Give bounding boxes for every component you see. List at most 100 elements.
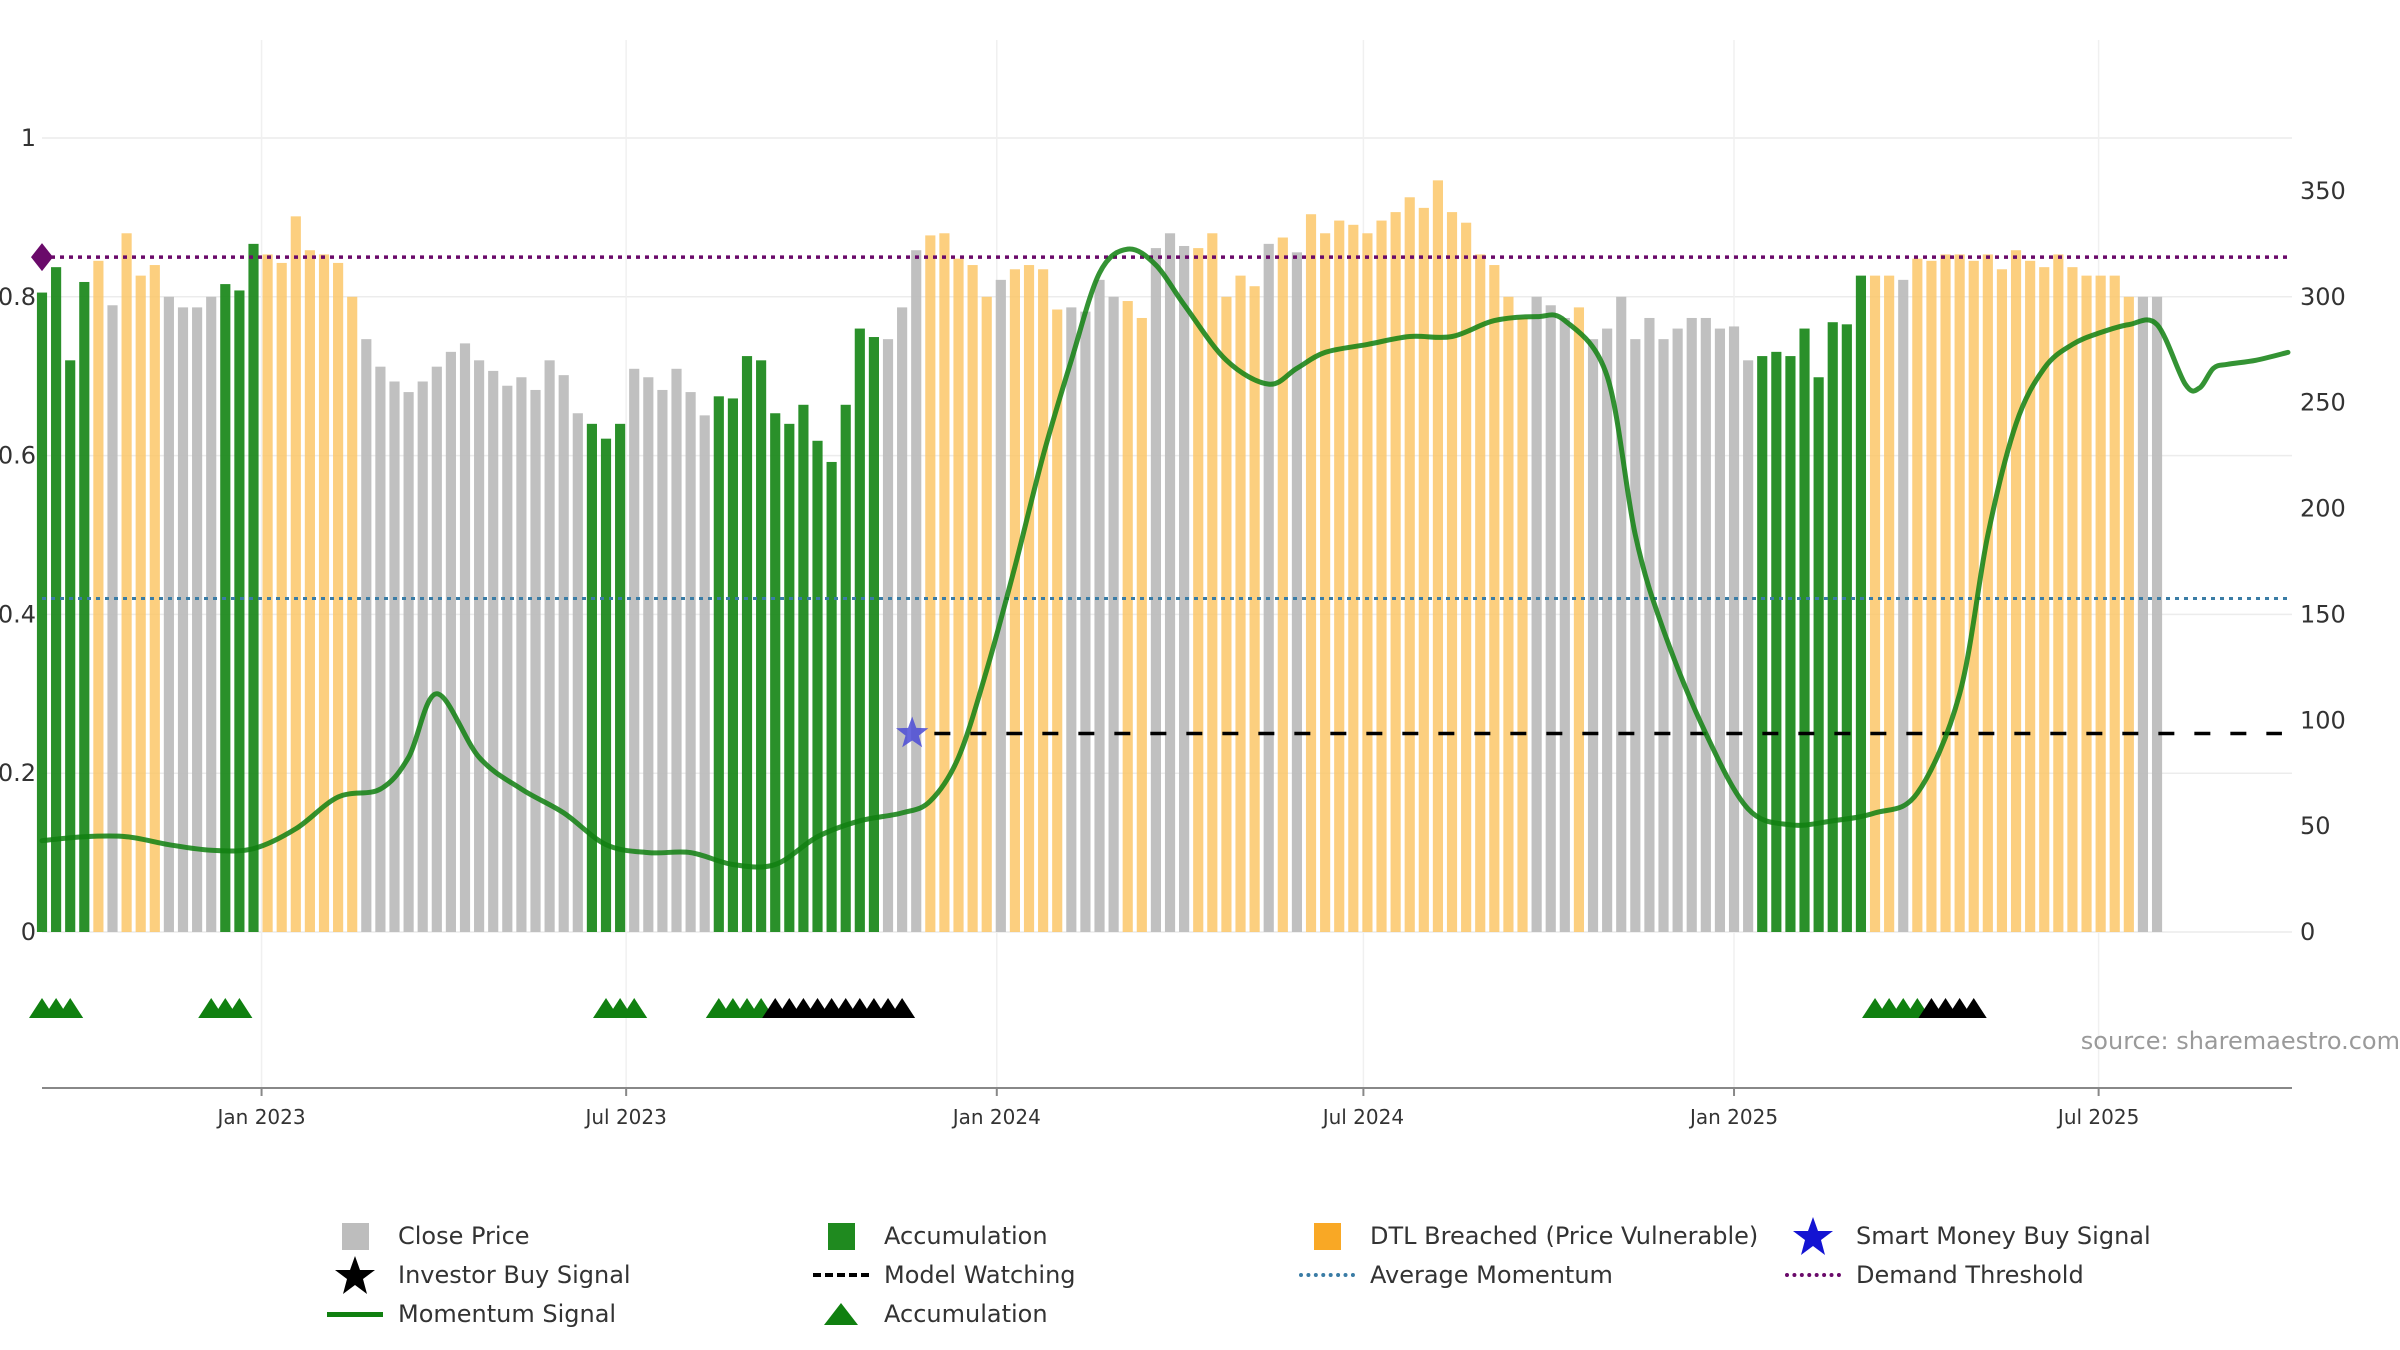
close-price-bar — [474, 360, 485, 932]
dtl-bar — [1277, 237, 1288, 933]
dtl-bar — [1334, 220, 1345, 933]
left-y-tick-label: 0.6 — [0, 442, 36, 470]
dtl-bar — [2081, 275, 2092, 932]
dtl-bar — [1320, 233, 1331, 932]
accumulation-bar — [36, 292, 48, 933]
dtl-bar — [149, 265, 160, 932]
dtl-bar — [290, 216, 301, 933]
close-price-bar — [1179, 245, 1190, 932]
close-price-bar — [897, 307, 908, 932]
dtl-bar — [1362, 233, 1373, 932]
dtl-bar — [1954, 254, 1965, 932]
dtl-bar — [1503, 296, 1514, 932]
accumulation-triangle — [57, 998, 84, 1018]
dtl-bar — [1940, 254, 1951, 932]
right-y-tick-label: 200 — [2300, 495, 2346, 523]
right-y-tick-label: 250 — [2300, 389, 2346, 417]
source-note: source: sharemaestro.com — [2081, 1027, 2400, 1055]
dtl-bar — [276, 262, 287, 932]
dtl-bar — [1996, 269, 2008, 932]
close-price-bar — [1728, 326, 1740, 933]
accumulation-bar — [1841, 324, 1852, 933]
x-tick-label: Jan 2025 — [1688, 1105, 1778, 1129]
accumulation-bar — [1827, 322, 1838, 932]
accumulation-triangle — [621, 998, 648, 1018]
dtl-bar — [1884, 275, 1895, 932]
axes: Jan 2023 Jul 2023 Jan 2024 Jul 2024 Jan 2025… — [0, 124, 2346, 1129]
dtl-bar — [1446, 212, 1458, 932]
close-price-bar — [1559, 317, 1570, 932]
close-price-bar — [1094, 279, 1105, 932]
dtl-bar — [121, 233, 132, 932]
accumulation-bar — [826, 461, 837, 932]
accumulation-bar — [79, 281, 90, 933]
dtl-bar — [2067, 267, 2078, 932]
dtl-bar — [1517, 317, 1528, 932]
investor-buy-triangle — [889, 998, 916, 1018]
momentum-signal-path — [39, 246, 2291, 870]
accumulation-bar — [812, 440, 823, 932]
left-y-tick-label: 1 — [21, 124, 36, 152]
dtl-bar — [1305, 214, 1317, 932]
accumulation-bar — [220, 284, 231, 932]
accumulation-bar — [713, 396, 724, 932]
dtl-bar — [1573, 307, 1585, 932]
dtl-bar — [1052, 309, 1063, 932]
dtl-bar — [2053, 254, 2064, 932]
dtl-bar — [262, 254, 273, 932]
dtl-bar — [1249, 286, 1260, 932]
close-price-bar — [882, 339, 894, 932]
dtl-bar — [953, 258, 964, 932]
dtl-bar — [1926, 260, 1937, 933]
close-price-bar — [629, 368, 640, 933]
close-price-bar — [671, 368, 682, 933]
right-y-tick-label: 300 — [2300, 283, 2346, 311]
dtl-bar — [939, 233, 950, 932]
dtl-bar — [1348, 224, 1359, 932]
dtl-bar — [1418, 207, 1429, 932]
dtl-bar — [1968, 260, 1979, 933]
dtl-bar — [2123, 296, 2134, 932]
accumulation-bar — [51, 267, 62, 932]
right-y-tick-label: 350 — [2300, 177, 2346, 205]
x-tick-label: Jul 2023 — [583, 1105, 666, 1129]
close-price-bar — [685, 392, 696, 933]
demand-threshold-marker — [31, 243, 53, 272]
left-y-tick-label: 0 — [21, 918, 36, 946]
close-price-bar — [192, 307, 203, 932]
close-price-bar — [403, 392, 414, 933]
signal-markers — [29, 716, 1987, 1018]
accumulation-bar — [1771, 351, 1782, 932]
x-tick-label: Jan 2023 — [216, 1105, 306, 1129]
dtl-bar — [2109, 275, 2120, 932]
accumulation-bar — [756, 360, 767, 932]
close-price-bar — [1291, 252, 1302, 932]
close-price-bar — [459, 343, 471, 932]
close-price-bar — [361, 339, 372, 932]
investor-buy-triangle — [1960, 998, 1987, 1018]
x-tick-label: Jan 2024 — [951, 1105, 1041, 1129]
accumulation-bar — [798, 404, 809, 932]
close-price-bar — [516, 377, 527, 932]
close-price-bar — [657, 389, 668, 933]
close-price-bar — [1686, 317, 1697, 932]
dtl-bar — [2039, 267, 2050, 932]
accumulation-bar — [234, 290, 245, 932]
close-price-bar — [558, 375, 569, 932]
close-price-bar — [572, 413, 583, 933]
accumulation-bar — [854, 328, 865, 932]
price-bars — [36, 180, 2163, 933]
dtl-bar — [2010, 250, 2022, 932]
dtl-bar — [1122, 301, 1133, 932]
close-price-bar — [1164, 233, 1176, 932]
dtl-bar — [1193, 248, 1204, 933]
close-price-bar — [2151, 296, 2163, 932]
reference-lines — [31, 243, 2292, 736]
right-y-tick-label: 50 — [2300, 812, 2331, 840]
close-price-bar — [445, 351, 456, 932]
close-price-bar — [107, 305, 118, 932]
dtl-bar — [1404, 197, 1415, 932]
accumulation-bar — [1785, 356, 1796, 932]
dtl-bar — [1023, 265, 1035, 932]
close-price-bar — [911, 250, 922, 932]
